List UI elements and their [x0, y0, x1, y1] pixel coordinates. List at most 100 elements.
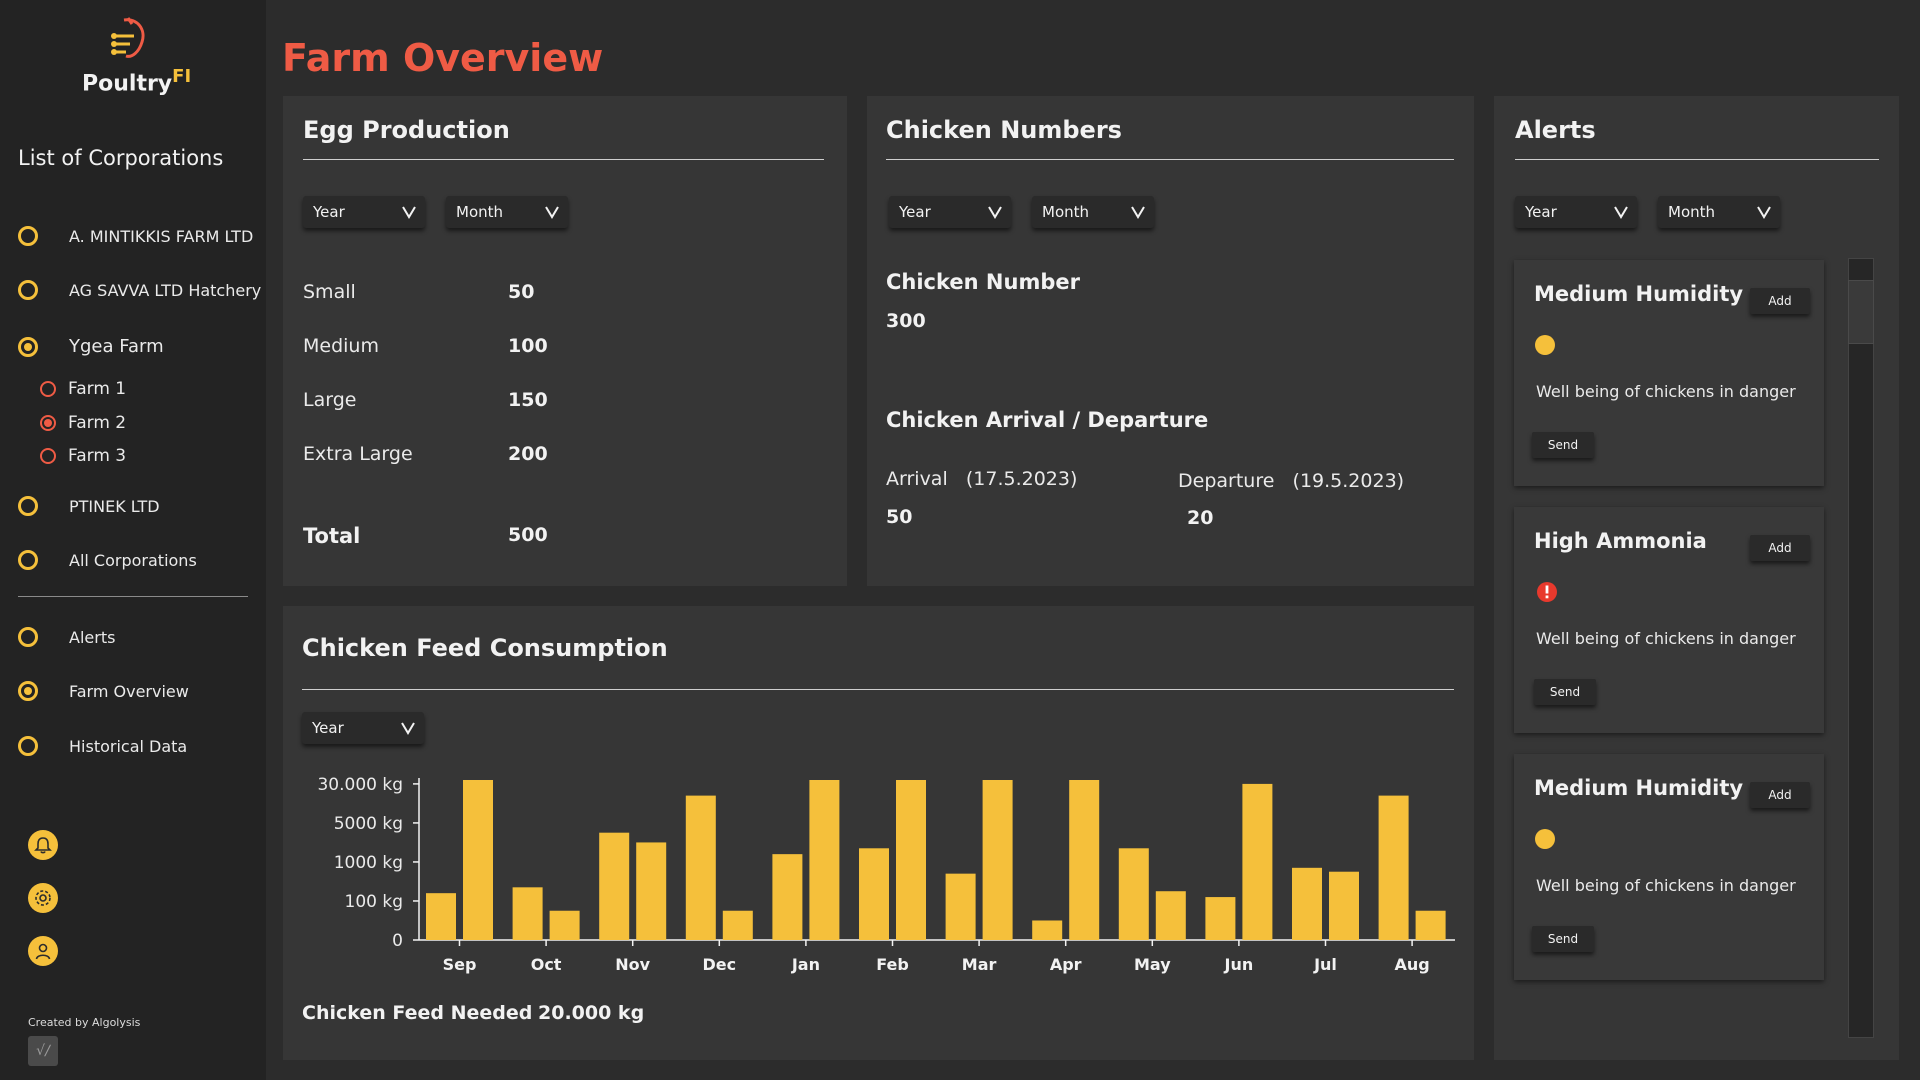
- bar: [945, 873, 976, 940]
- month-dropdown[interactable]: Month: [1658, 196, 1780, 228]
- send-button[interactable]: Send: [1532, 432, 1594, 458]
- farm-label: Farm 3: [68, 446, 127, 466]
- radio-icon: [18, 280, 38, 300]
- bar: [512, 887, 543, 940]
- send-button[interactable]: Send: [1534, 679, 1596, 705]
- algolysis-logo: √∕: [28, 1036, 58, 1066]
- card-title: Chicken Numbers: [886, 116, 1122, 144]
- radio-icon: [18, 226, 38, 246]
- radio-icon: [40, 381, 56, 397]
- x-tick-label: Aug: [1394, 955, 1429, 974]
- chevron-down-icon: [1614, 206, 1628, 219]
- farm-label: Farm 2: [68, 413, 127, 433]
- add-button[interactable]: Add: [1750, 782, 1810, 808]
- chevron-down-icon: [988, 206, 1002, 219]
- alert-message: Well being of chickens in danger: [1536, 629, 1796, 648]
- radio-icon: [18, 550, 38, 570]
- y-tick-label: 100 kg: [345, 892, 404, 912]
- bar: [982, 780, 1013, 940]
- year-dropdown[interactable]: Year: [302, 712, 424, 744]
- bar: [722, 910, 753, 940]
- y-tick-label: 0: [392, 931, 403, 951]
- x-tick-label: Jan: [791, 955, 820, 974]
- alert-item: High Ammonia Add Well being of chickens …: [1514, 507, 1824, 733]
- chevron-down-icon: [402, 206, 416, 219]
- corporation-item[interactable]: PTINEK LTD: [18, 496, 160, 516]
- chevron-down-icon: [401, 722, 415, 735]
- nav-item-alerts[interactable]: Alerts: [18, 627, 115, 647]
- bar: [599, 832, 630, 940]
- month-dropdown[interactable]: Month: [446, 196, 568, 228]
- egg-size-value: 150: [508, 389, 548, 411]
- chicken-numbers-card: Chicken Numbers Year Month Chicken Numbe…: [867, 96, 1474, 586]
- chevron-down-icon: [1131, 206, 1145, 219]
- sidebar-divider: [18, 596, 248, 597]
- egg-size-value: 200: [508, 443, 548, 465]
- corporation-item[interactable]: All Corporations: [18, 550, 197, 570]
- user-icon[interactable]: [28, 936, 58, 966]
- dropdown-value: Month: [1668, 203, 1716, 221]
- egg-size-value: 100: [508, 335, 548, 357]
- year-dropdown[interactable]: Year: [303, 196, 425, 228]
- farm-label: Farm 1: [68, 379, 127, 399]
- x-tick-label: Sep: [443, 955, 477, 974]
- radio-icon: [18, 496, 38, 516]
- chevron-down-icon: [545, 206, 559, 219]
- alert-message: Well being of chickens in danger: [1536, 382, 1796, 401]
- arrival-value: 50: [886, 506, 913, 528]
- year-dropdown[interactable]: Year: [889, 196, 1011, 228]
- bar: [636, 842, 667, 940]
- corporation-item[interactable]: A. MINTIKKIS FARM LTD: [18, 226, 253, 246]
- corporations-heading: List of Corporations: [18, 146, 224, 170]
- bar: [859, 848, 889, 940]
- nav-item-historical-data[interactable]: Historical Data: [18, 736, 187, 756]
- bar: [1032, 920, 1063, 940]
- alert-title: Medium Humidity: [1534, 776, 1744, 800]
- farm-item[interactable]: Farm 3: [40, 446, 126, 466]
- bar: [1205, 897, 1236, 940]
- farm-item-selected[interactable]: Farm 2: [40, 413, 126, 433]
- bar: [1118, 848, 1149, 940]
- alert-item: Medium Humidity Add Well being of chicke…: [1514, 260, 1824, 486]
- add-button[interactable]: Add: [1750, 535, 1810, 561]
- egg-size-label: Small: [303, 281, 356, 303]
- nav-item-farm-overview[interactable]: Farm Overview: [18, 681, 189, 701]
- bar: [772, 854, 803, 940]
- send-button[interactable]: Send: [1532, 926, 1594, 952]
- feed-consumption-chart: 0 100 kg 1000 kg 5000 kg 30.000 kg Sep Oct Nov D…: [317, 775, 1455, 974]
- bar: [1069, 780, 1100, 940]
- dropdown-value: Month: [456, 203, 504, 221]
- alerts-scrollbar[interactable]: [1848, 258, 1874, 1038]
- scrollbar-thumb[interactable]: [1848, 280, 1874, 344]
- nav-label: Farm Overview: [69, 681, 189, 701]
- x-tick-label: Jul: [1313, 955, 1337, 974]
- medium-alert-icon: [1535, 335, 1555, 355]
- corporation-label: Ygea Farm: [69, 336, 164, 357]
- radio-icon: [40, 448, 56, 464]
- radio-icon: [18, 627, 38, 647]
- corporation-item-selected[interactable]: Ygea Farm: [18, 336, 164, 357]
- bar: [463, 780, 493, 940]
- feed-needed-label: Chicken Feed Needed: [302, 1002, 533, 1024]
- bar: [685, 795, 716, 940]
- chevron-down-icon: [1757, 206, 1771, 219]
- egg-size-label: Extra Large: [303, 443, 413, 465]
- card-title: Egg Production: [303, 116, 510, 144]
- corporation-item[interactable]: AG SAVVA LTD Hatchery: [18, 280, 261, 300]
- gear-icon[interactable]: [28, 883, 58, 913]
- app-logo[interactable]: PoultryFI: [80, 16, 191, 96]
- add-button[interactable]: Add: [1750, 288, 1810, 314]
- title-divider: [1515, 159, 1879, 160]
- month-dropdown[interactable]: Month: [1032, 196, 1154, 228]
- bar: [896, 780, 926, 940]
- nav-label: Alerts: [69, 627, 116, 647]
- year-dropdown[interactable]: Year: [1515, 196, 1637, 228]
- farm-item[interactable]: Farm 1: [40, 379, 126, 399]
- x-tick-label: Feb: [876, 955, 909, 974]
- bar: [1329, 871, 1359, 940]
- bar: [1378, 795, 1409, 940]
- corporation-label: AG SAVVA LTD Hatchery: [69, 280, 262, 300]
- bar: [1292, 867, 1322, 940]
- bar: [426, 893, 456, 940]
- bell-icon[interactable]: [28, 830, 58, 860]
